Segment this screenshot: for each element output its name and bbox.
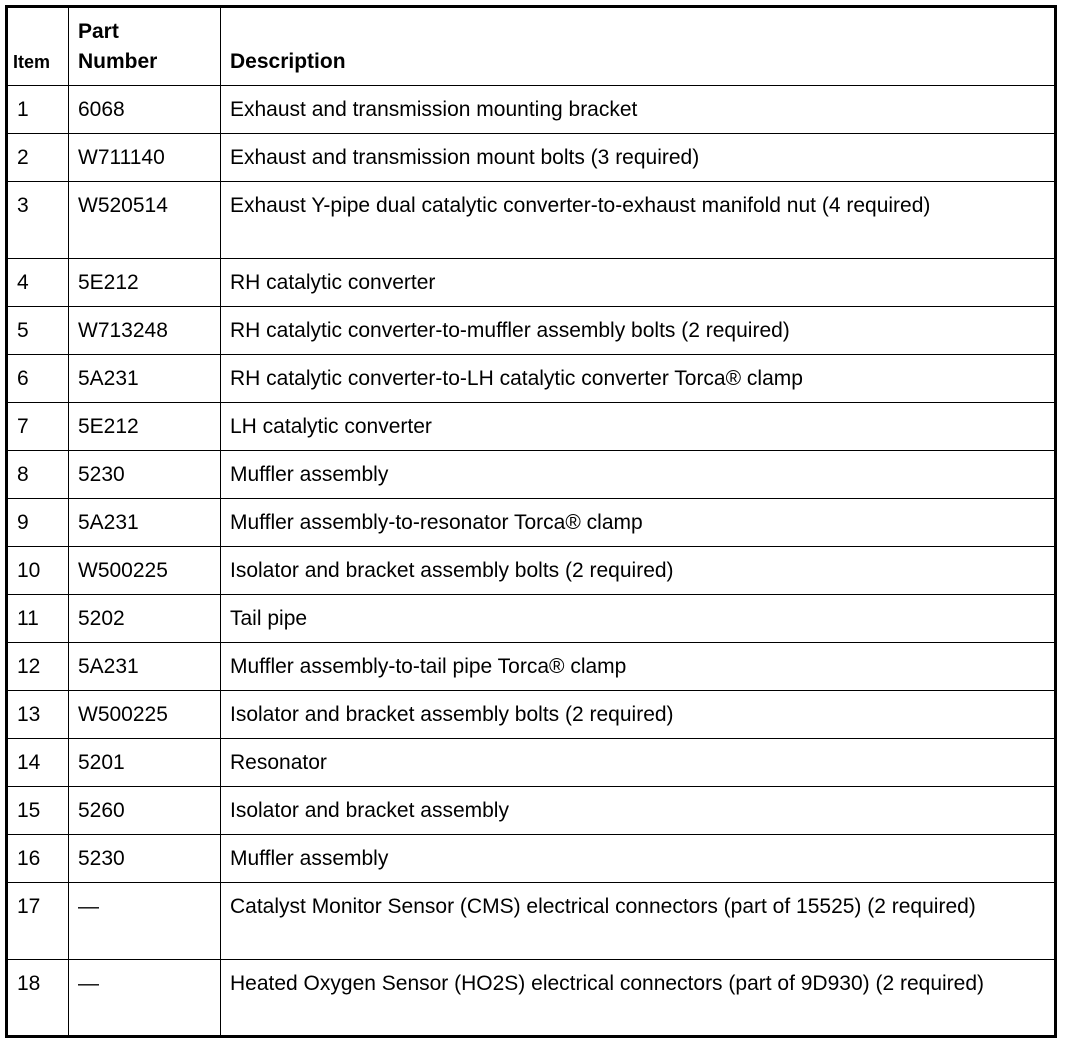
description-cell: Isolator and bracket assembly bolts (2 r… [220, 690, 1056, 739]
description-cell: Muffler assembly-to-tail pipe Torca® cla… [220, 642, 1056, 691]
description-cell: Tail pipe [220, 594, 1056, 643]
description-cell: Exhaust and transmission mounting bracke… [220, 85, 1056, 134]
part-number-cell: 5A231 [68, 354, 221, 403]
table-row: 11 5202 Tail pipe [6, 594, 1056, 643]
part-number-cell: 5201 [68, 738, 221, 787]
part-number-cell: 5202 [68, 594, 221, 643]
item-cell: 10 [6, 546, 69, 595]
part-number-cell: W500225 [68, 546, 221, 595]
table-row: 18— Heated Oxygen Sensor (HO2S) electrica… [6, 959, 1056, 1037]
table-row: 6 5A231 RH catalytic converter-to-LH catal… [6, 354, 1056, 403]
item-cell: 14 [6, 738, 69, 787]
table-row: 10 W500225 Isolator and bracket assembly b… [6, 546, 1056, 595]
description-cell: Catalyst Monitor Sensor (CMS) electrical… [220, 882, 1056, 960]
item-cell: 12 [6, 642, 69, 691]
description-cell: Exhaust and transmission mount bolts (3 … [220, 133, 1056, 182]
item-cell: 8 [6, 450, 69, 499]
description-cell: RH catalytic converter [220, 258, 1056, 307]
item-cell: 5 [6, 306, 69, 355]
description-cell: Resonator [220, 738, 1056, 787]
table-row: 8 5230 Muffler assembly [6, 450, 1056, 499]
description-cell: Isolator and bracket assembly [220, 786, 1056, 835]
part-number-cell: 5E212 [68, 258, 221, 307]
table-row: 12 5A231 Muffler assembly-to-tail pipe Tor… [6, 642, 1056, 691]
part-number-cell: W520514 [68, 181, 221, 259]
header-description: Description [220, 6, 1056, 86]
description-cell: Muffler assembly [220, 834, 1056, 883]
description-cell: Isolator and bracket assembly bolts (2 r… [220, 546, 1056, 595]
part-number-cell: 5230 [68, 450, 221, 499]
table-row: 4 5E212 RH catalytic converter [6, 258, 1056, 307]
description-cell: Muffler assembly [220, 450, 1056, 499]
header-row: Item Part Number Description [6, 6, 1056, 86]
part-number-cell: 5260 [68, 786, 221, 835]
part-number-cell: W713248 [68, 306, 221, 355]
table-row: 13 W500225 Isolator and bracket assembly b… [6, 690, 1056, 739]
table-row: 17— Catalyst Monitor Sensor (CMS) electri… [6, 882, 1056, 960]
item-cell: 18 [6, 959, 69, 1037]
description-cell: Heated Oxygen Sensor (HO2S) electrical c… [220, 959, 1056, 1037]
part-number-cell: — [68, 959, 221, 1037]
description-cell: RH catalytic converter-to-LH catalytic c… [220, 354, 1056, 403]
part-number-cell: 5230 [68, 834, 221, 883]
item-cell: 1 [6, 85, 69, 134]
item-cell: 13 [6, 690, 69, 739]
description-cell: LH catalytic converter [220, 402, 1056, 451]
item-cell: 7 [6, 402, 69, 451]
parts-table: Item Part Number Description 1 6068 Exhaus… [5, 5, 1057, 1038]
table-row: 16 5230 Muffler assembly [6, 834, 1056, 883]
item-cell: 3 [6, 181, 69, 259]
part-number-cell: — [68, 882, 221, 960]
item-cell: 17 [6, 882, 69, 960]
part-number-cell: 5A231 [68, 498, 221, 547]
part-number-cell: 5E212 [68, 402, 221, 451]
description-cell: RH catalytic converter-to-muffler assemb… [220, 306, 1056, 355]
table-row: 7 5E212 LH catalytic converter [6, 402, 1056, 451]
part-number-cell: W500225 [68, 690, 221, 739]
part-number-cell: W711140 [68, 133, 221, 182]
item-cell: 4 [6, 258, 69, 307]
table-row: 5 W713248 RH catalytic converter-to-muffle… [6, 306, 1056, 355]
header-item: Item [6, 6, 69, 86]
table-row: 14 5201 Resonator [6, 738, 1056, 787]
item-cell: 11 [6, 594, 69, 643]
table-body: 1 6068 Exhaust and transmission mounting b… [6, 85, 1056, 1037]
item-cell: 6 [6, 354, 69, 403]
description-cell: Muffler assembly-to-resonator Torca® cla… [220, 498, 1056, 547]
item-cell: 15 [6, 786, 69, 835]
item-cell: 16 [6, 834, 69, 883]
item-cell: 2 [6, 133, 69, 182]
part-number-cell: 5A231 [68, 642, 221, 691]
header-part-number: Part Number [68, 6, 221, 86]
table-row: 9 5A231 Muffler assembly-to-resonator Torc… [6, 498, 1056, 547]
table-row: 15 5260 Isolator and bracket assembly [6, 786, 1056, 835]
description-cell: Exhaust Y-pipe dual catalytic converter-… [220, 181, 1056, 259]
item-cell: 9 [6, 498, 69, 547]
table-row: 2 W711140 Exhaust and transmission mount b… [6, 133, 1056, 182]
table-row: 1 6068 Exhaust and transmission mounting b… [6, 85, 1056, 134]
table-row: 3 W520514 Exhaust Y-pipe dual catalytic co… [6, 181, 1056, 259]
part-number-cell: 6068 [68, 85, 221, 134]
